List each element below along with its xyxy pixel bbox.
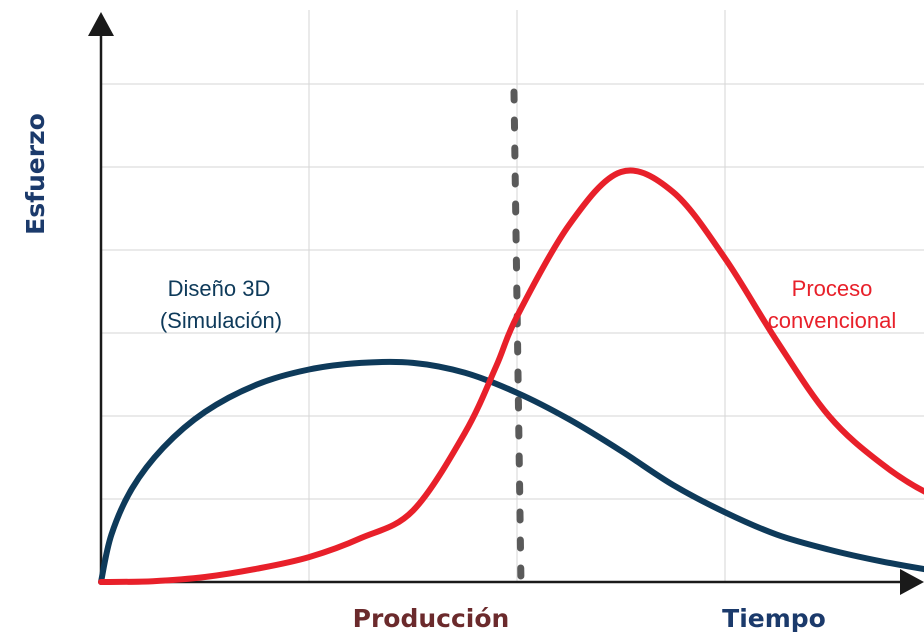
series-label-diseno-line1: Diseño 3D xyxy=(168,276,271,301)
production-marker-label: Producción xyxy=(353,604,510,632)
diseno-3d-curve xyxy=(98,358,924,585)
series-label-proceso-line2: convencional xyxy=(768,308,896,333)
series-label-proceso-line1: Proceso xyxy=(792,276,873,301)
grid xyxy=(101,10,924,582)
series xyxy=(98,167,924,585)
x-axis-title: Tiempo xyxy=(722,604,826,632)
y-axis-title: Esfuerzo xyxy=(21,113,50,235)
production-marker-line xyxy=(510,88,525,589)
x-axis-arrow xyxy=(900,569,924,595)
y-axis-arrow xyxy=(88,12,114,36)
axes xyxy=(88,12,924,595)
series-label-diseno-line2: (Simulación) xyxy=(160,308,282,333)
proceso-convencional-curve xyxy=(98,167,924,585)
